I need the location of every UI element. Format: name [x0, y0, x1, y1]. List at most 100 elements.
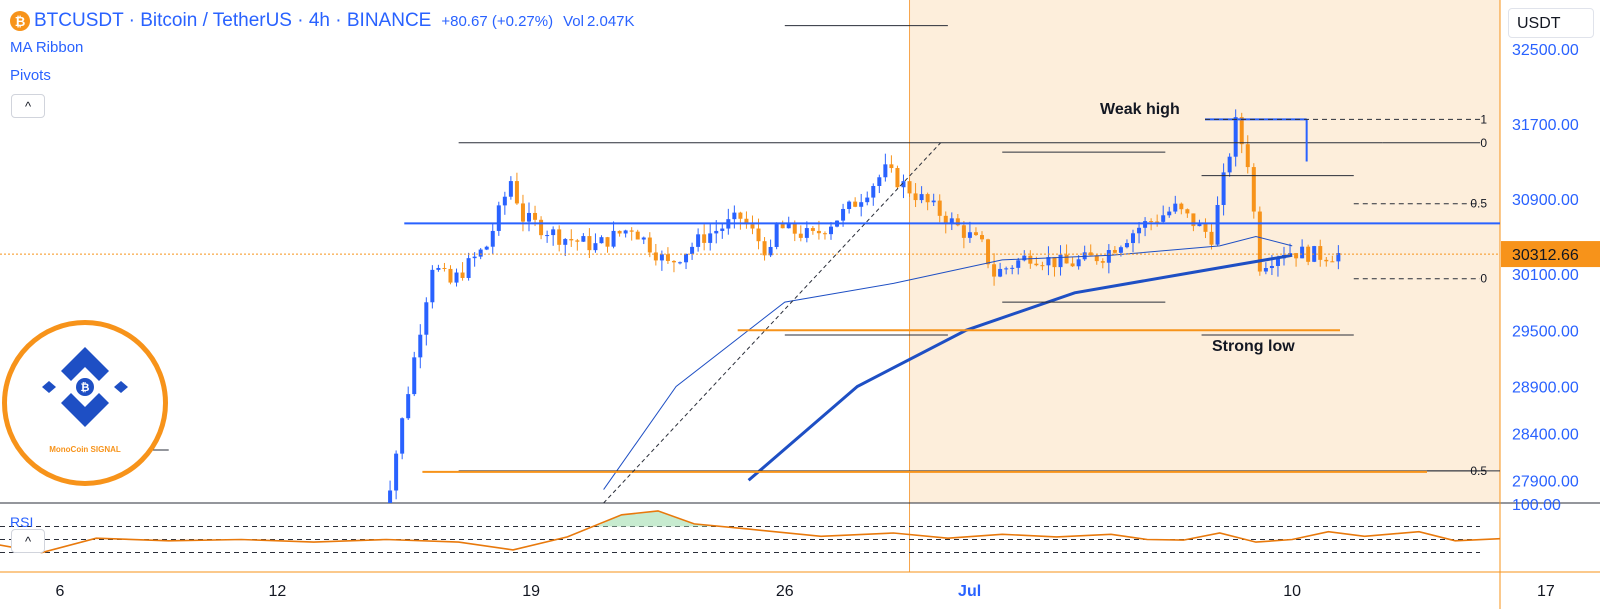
- candle-body: [1336, 253, 1341, 262]
- candle-body: [557, 229, 562, 245]
- candle-body: [1179, 203, 1184, 210]
- candle-body: [1324, 259, 1329, 262]
- candle-body: [720, 228, 725, 231]
- candle-body: [472, 256, 477, 259]
- candle-body: [895, 168, 900, 188]
- candle-body: [1082, 252, 1087, 260]
- candle-body: [436, 267, 441, 270]
- price-change: +80.67 (+0.27%): [441, 12, 554, 30]
- fib-level-label: 1: [1480, 112, 1487, 126]
- rsi-label[interactable]: RSI: [10, 514, 34, 530]
- candle-body: [1318, 246, 1323, 260]
- candle-body: [1209, 231, 1214, 245]
- rsi-line: [0, 510, 1500, 554]
- candle-body: [931, 200, 936, 203]
- candle-body: [744, 218, 749, 225]
- candle-body: [768, 246, 773, 256]
- trend-dashed-line: [603, 142, 941, 503]
- candle-body: [533, 212, 538, 220]
- price-axis-tick: 32500.00: [1512, 42, 1579, 59]
- candle-body: [792, 222, 797, 234]
- candle-body: [1034, 263, 1039, 266]
- indicator-ma-ribbon[interactable]: MA Ribbon: [10, 39, 84, 56]
- candle-body: [611, 230, 616, 247]
- candles-group: [376, 109, 1341, 547]
- candle-body: [641, 237, 646, 240]
- candle-body: [907, 181, 912, 194]
- candle-body: [442, 267, 447, 269]
- candle-body: [1088, 252, 1093, 256]
- price-axis-tick: 30100.00: [1512, 267, 1579, 284]
- candle-body: [847, 201, 852, 209]
- candle-body: [647, 237, 652, 253]
- candle-body: [919, 194, 924, 201]
- candle-body: [943, 215, 948, 225]
- candle-body: [388, 490, 393, 503]
- candle-body: [406, 394, 411, 419]
- candle-body: [696, 234, 701, 247]
- candle-body: [1058, 254, 1063, 268]
- time-axis-tick: Jul: [958, 583, 981, 600]
- candle-body: [1052, 257, 1057, 268]
- candle-body: [1161, 215, 1166, 222]
- candle-body: [1269, 265, 1274, 269]
- last-price-tag: [1501, 241, 1600, 268]
- candle-body: [889, 164, 894, 169]
- fib-level-label: 0: [1480, 136, 1487, 150]
- candle-body: [702, 234, 707, 243]
- candle-body: [774, 224, 779, 247]
- candle-body: [1197, 223, 1202, 227]
- ma-ribbon-line: [747, 253, 1293, 482]
- rsi-group: [0, 510, 1500, 554]
- fib-level-label: 0.5: [1470, 197, 1487, 211]
- candle-body: [1094, 255, 1099, 262]
- indicator-pivots[interactable]: Pivots: [10, 67, 51, 84]
- candle-body: [780, 224, 785, 229]
- candle-body: [1124, 243, 1129, 248]
- candle-body: [1004, 268, 1009, 270]
- candle-body: [587, 236, 592, 251]
- candle-body: [1118, 247, 1123, 253]
- candle-body: [998, 268, 1003, 277]
- collapse-legend-button[interactable]: ^: [11, 94, 45, 118]
- collapse-rsi-button[interactable]: ^: [11, 529, 45, 553]
- candle-body: [635, 231, 640, 240]
- candle-body: [961, 225, 966, 238]
- candle-body: [545, 235, 550, 237]
- candle-body: [762, 241, 767, 256]
- symbol-title[interactable]: BTCUSDT · Bitcoin / TetherUS · 4h · BINA…: [34, 10, 432, 31]
- bitcoin-icon: ₿: [10, 11, 30, 31]
- time-axis-tick: 12: [269, 583, 287, 600]
- chevron-up-icon: ^: [24, 533, 32, 549]
- candle-body: [1294, 253, 1299, 259]
- candle-body: [732, 212, 737, 220]
- candle-body: [1263, 268, 1268, 272]
- candle-body: [925, 194, 930, 203]
- currency-selector[interactable]: USDT: [1508, 8, 1594, 38]
- pivots-group: [0, 25, 1500, 503]
- candle-body: [539, 219, 544, 236]
- candle-body: [816, 230, 821, 234]
- candle-body: [690, 246, 695, 254]
- candle-body: [605, 237, 610, 247]
- candle-body: [901, 181, 906, 188]
- candle-body: [653, 252, 658, 261]
- candle-body: [1064, 254, 1069, 264]
- candle-body: [1300, 246, 1305, 259]
- time-axis-tick: 26: [776, 583, 794, 600]
- price-axis-tick: 31700.00: [1512, 117, 1579, 134]
- candle-body: [798, 233, 803, 238]
- candle-body: [980, 235, 984, 240]
- candle-body: [430, 269, 435, 303]
- candle-body: [1227, 156, 1232, 173]
- candle-body: [1028, 255, 1033, 264]
- candle-body: [1312, 246, 1317, 262]
- candle-body: [508, 181, 513, 197]
- candle-body: [376, 546, 380, 547]
- candle-body: [992, 264, 997, 277]
- candle-body: [623, 230, 628, 234]
- candle-body: [738, 212, 743, 219]
- candle-body: [1215, 204, 1220, 245]
- candle-body: [1203, 223, 1208, 232]
